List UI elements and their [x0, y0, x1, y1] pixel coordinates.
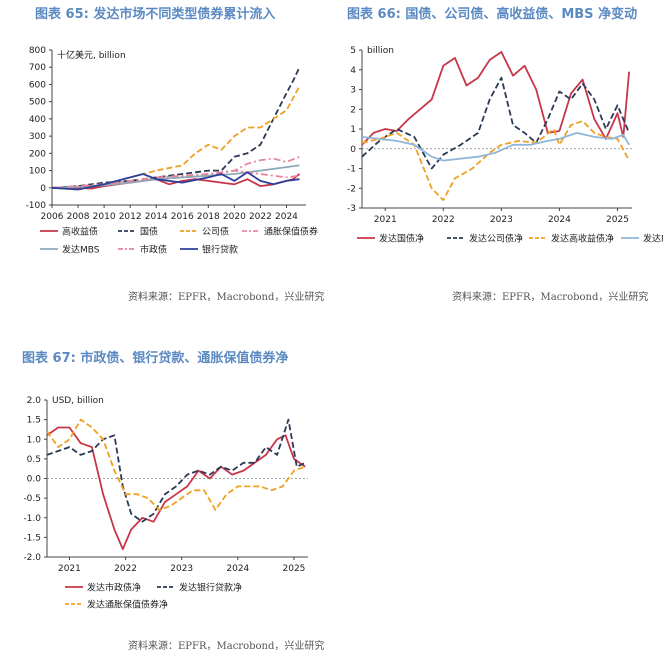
y-tick-label: 400 [29, 115, 46, 125]
legend-label: 发达市政债净 [87, 582, 141, 594]
y-tick-label: -0.5 [23, 494, 41, 504]
y-tick-label: 2.0 [27, 396, 42, 406]
x-tick-label: 2021 [58, 564, 81, 574]
y-tick-label: 3 [350, 86, 356, 96]
chart-66: -3 -2 -1 0 1 2 3 4 5 2021 2022 2023 2024 2025 billion 发… [347, 46, 663, 245]
legend-label: 银行贷款 [202, 244, 238, 256]
x-tick-label: 2020 [223, 212, 246, 222]
y-tick-label: 0 [350, 145, 356, 155]
x-tick-label: 2022 [432, 215, 455, 225]
x-tick-label: 2023 [170, 564, 193, 574]
legend-label: 发达公司债净 [469, 233, 523, 245]
x-tick-label: 2014 [145, 212, 168, 222]
y-tick-label: -100 [26, 201, 47, 211]
series-line-2 [361, 120, 630, 202]
x-tick-label: 2021 [374, 215, 397, 225]
unit-label: USD, billion [52, 396, 104, 406]
legend-label: 发达国债净 [379, 233, 424, 245]
y-tick-label: 200 [29, 149, 46, 159]
y-tick-label: -3 [347, 204, 356, 214]
x-tick-label: 2016 [171, 212, 194, 222]
y-tick-label: -2.0 [23, 553, 41, 563]
legend-label: 国债 [140, 226, 158, 238]
y-tick-label: 0 [40, 184, 46, 194]
x-tick-label: 2024 [548, 215, 571, 225]
chart-67-source: 资料来源：EPFR，Macrobond，兴业研究 [128, 641, 325, 652]
legend-label: 发达通胀保值债券净 [87, 599, 168, 611]
x-tick-label: 2022 [114, 564, 137, 574]
y-tick-label: -1 [347, 165, 356, 175]
series-line-1 [51, 66, 301, 189]
series-line-6 [51, 171, 300, 191]
y-tick-label: 0.0 [27, 475, 42, 485]
legend-label: 公司债 [202, 226, 229, 238]
x-tick-label: 2008 [67, 212, 90, 222]
legend-label: 通胀保值债券 [264, 226, 318, 238]
y-tick-label: 500 [29, 98, 46, 108]
series-line-3 [361, 131, 630, 162]
x-tick-label: 2024 [275, 212, 298, 222]
x-tick-label: 2006 [41, 212, 64, 222]
y-tick-label: 600 [29, 80, 46, 90]
x-tick-label: 2023 [490, 215, 513, 225]
x-tick-label: 2012 [119, 212, 142, 222]
x-tick-label: 2018 [197, 212, 220, 222]
chart-66-title: 图表 66: 国债、公司债、高收益债、MBS 净变动 [347, 7, 638, 22]
series-line-2 [46, 418, 306, 511]
legend-label: 高收益债 [62, 226, 98, 238]
legend-label: 市政债 [140, 244, 167, 256]
y-tick-label: -1.5 [23, 533, 41, 543]
chart-65-title: 图表 65: 发达市场不同类型债券累计流入 [35, 7, 276, 22]
x-tick-label: 2010 [93, 212, 116, 222]
y-tick-label: 800 [29, 46, 46, 56]
y-tick-label: 4 [350, 66, 356, 76]
x-tick-label: 2025 [606, 215, 629, 225]
unit-label: billion [367, 46, 394, 56]
x-tick-label: 2022 [249, 212, 272, 222]
y-tick-label: -1.0 [23, 514, 41, 524]
y-tick-label: 1.0 [27, 435, 42, 445]
chart-67: -2.0 -1.5 -1.0 -0.5 0.0 0.5 1.0 1.5 2.0 2021 2022 2… [23, 396, 308, 611]
y-tick-label: 100 [29, 167, 46, 177]
legend-label: 发达MBS [62, 244, 100, 256]
series-line-1 [46, 418, 306, 523]
legend-label: 发达银行贷款净 [179, 582, 242, 594]
chart-65-source: 资料来源：EPFR，Macrobond，兴业研究 [128, 292, 325, 303]
y-tick-label: 0.5 [27, 455, 41, 465]
y-tick-label: 700 [29, 63, 46, 73]
series-line-0 [46, 426, 306, 550]
unit-label: 十亿美元, billion [57, 49, 126, 61]
y-tick-label: 5 [350, 46, 356, 56]
chart-67-title: 图表 67: 市政债、银行贷款、通胀保值债券净 [22, 351, 289, 366]
y-tick-label: 300 [29, 132, 46, 142]
x-tick-label: 2024 [226, 564, 249, 574]
y-tick-label: 1 [350, 125, 356, 135]
legend-label: 发达高收益债净 [551, 233, 614, 245]
y-tick-label: -2 [347, 184, 356, 194]
y-tick-label: 1.5 [27, 416, 41, 426]
series-line-5 [51, 169, 300, 189]
x-tick-label: 2025 [283, 564, 306, 574]
legend-label: 发达MBS净 [643, 233, 663, 245]
chart-66-source: 资料来源：EPFR，Macrobond，兴业研究 [452, 292, 649, 303]
y-tick-label: 2 [350, 105, 356, 115]
series-line-1 [361, 76, 630, 170]
series-line-0 [361, 51, 630, 146]
